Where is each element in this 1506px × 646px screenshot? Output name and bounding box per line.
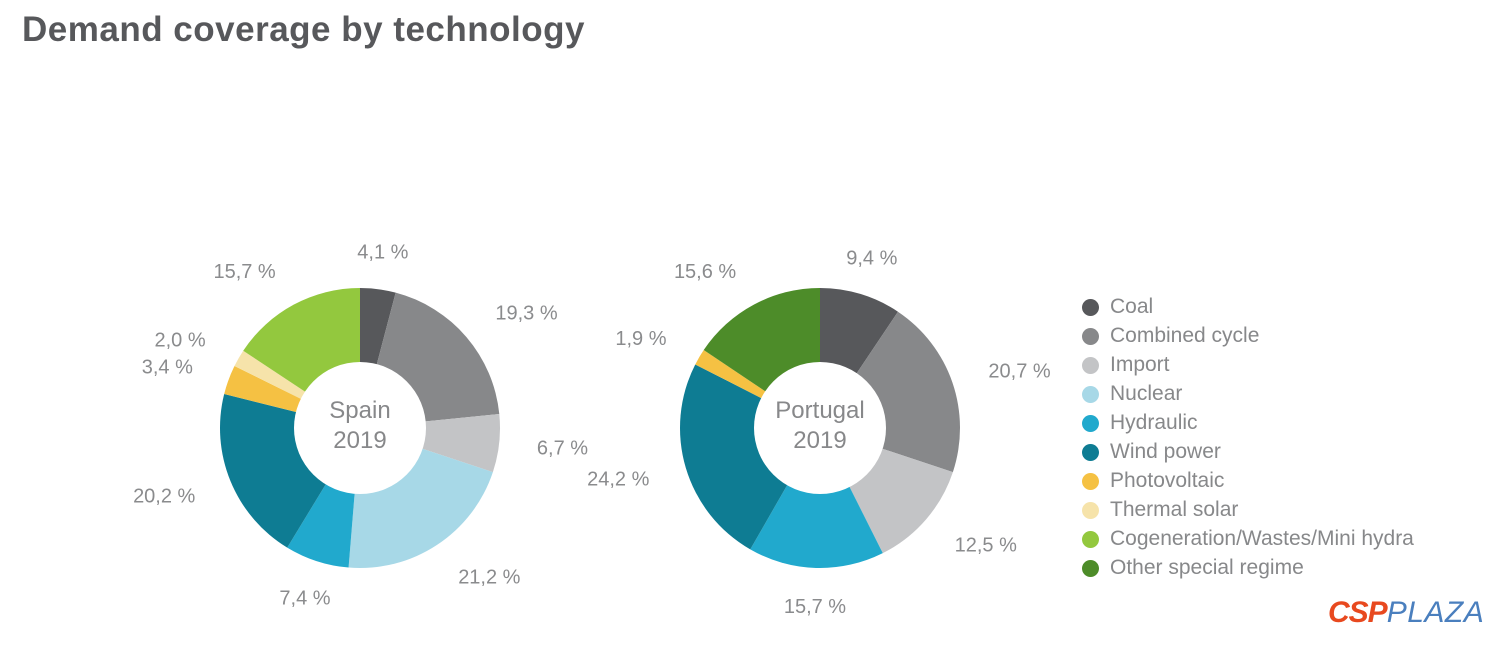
legend-item: Wind power <box>1082 440 1414 463</box>
legend-swatch <box>1082 443 1099 461</box>
legend-swatch <box>1082 298 1099 316</box>
donut-hole <box>754 362 886 494</box>
legend-item: Coal <box>1082 295 1414 318</box>
legend-item: Combined cycle <box>1082 324 1414 347</box>
legend-swatch <box>1082 356 1099 374</box>
legend-item: Cogeneration/Wastes/Mini hydra <box>1082 527 1414 550</box>
csp-plaza-logo: CSPPLAZA <box>1328 596 1484 630</box>
donut-center-label: Spain <box>329 397 390 424</box>
logo-plaza-text: PLAZA <box>1386 596 1485 629</box>
donut-chart-portugal: 9,4 % 20,7 % 12,5 % 15,7 % 24,2 % 1,9 % 15,6 %… <box>587 248 1051 618</box>
slice-value-label: 3,4 % <box>142 357 193 379</box>
donut-center-label: Portugal <box>775 397 864 424</box>
legend-label: Wind power <box>1110 440 1221 463</box>
slice-value-label: 19,3 % <box>495 302 557 324</box>
legend-swatch <box>1082 327 1099 345</box>
slice-value-label: 21,2 % <box>458 566 520 588</box>
slice-value-label: 9,4 % <box>846 248 897 270</box>
donut-chart-spain: 4,1 % 19,3 % 6,7 % 21,2 % 7,4 % 20,2 % 3,4 % 2,… <box>133 241 588 609</box>
legend-label: Photovoltaic <box>1110 469 1225 492</box>
legend-swatch <box>1082 559 1099 577</box>
legend-label: Thermal solar <box>1110 498 1239 521</box>
legend-item: Nuclear <box>1082 382 1414 405</box>
page-title: Demand coverage by technology <box>22 10 585 49</box>
legend-item: Photovoltaic <box>1082 469 1414 492</box>
slice-value-label: 2,0 % <box>155 329 206 351</box>
slice-value-label: 20,7 % <box>988 360 1050 382</box>
slice-value-label: 4,1 % <box>357 241 408 263</box>
legend-swatch <box>1082 385 1099 403</box>
legend-swatch <box>1082 501 1099 519</box>
slice-value-label: 20,2 % <box>133 486 195 508</box>
donut-center-label: 2019 <box>333 427 386 454</box>
slice-value-label: 15,6 % <box>674 261 736 283</box>
legend-label: Hydraulic <box>1110 411 1198 434</box>
slice-value-label: 15,7 % <box>213 261 275 283</box>
legend-label: Nuclear <box>1110 382 1183 405</box>
legend-swatch <box>1082 530 1099 548</box>
slice-value-label: 1,9 % <box>615 328 666 350</box>
slice-value-label: 24,2 % <box>587 469 649 491</box>
legend-label: Coal <box>1110 295 1154 318</box>
legend: Coal Combined cycle Import Nuclear Hydraulic… <box>1082 295 1414 579</box>
legend-item: Thermal solar <box>1082 498 1414 521</box>
legend-item: Hydraulic <box>1082 411 1414 434</box>
donut-hole <box>294 362 426 494</box>
legend-label: Import <box>1110 353 1170 376</box>
slice-value-label: 7,4 % <box>279 587 330 609</box>
slice-value-label: 15,7 % <box>784 596 846 618</box>
legend-label: Combined cycle <box>1110 324 1260 347</box>
legend-item: Other special regime <box>1082 556 1414 579</box>
donut-center-label: 2019 <box>793 427 846 454</box>
legend-label: Other special regime <box>1110 556 1304 579</box>
pie-slice-hydraulic <box>750 428 883 568</box>
slice-value-label: 6,7 % <box>537 438 588 460</box>
legend-item: Import <box>1082 353 1414 376</box>
slice-value-label: 12,5 % <box>955 534 1017 556</box>
legend-swatch <box>1082 472 1099 490</box>
logo-csp-text: CSP <box>1328 596 1388 629</box>
legend-swatch <box>1082 414 1099 432</box>
legend-label: Cogeneration/Wastes/Mini hydra <box>1110 527 1414 550</box>
